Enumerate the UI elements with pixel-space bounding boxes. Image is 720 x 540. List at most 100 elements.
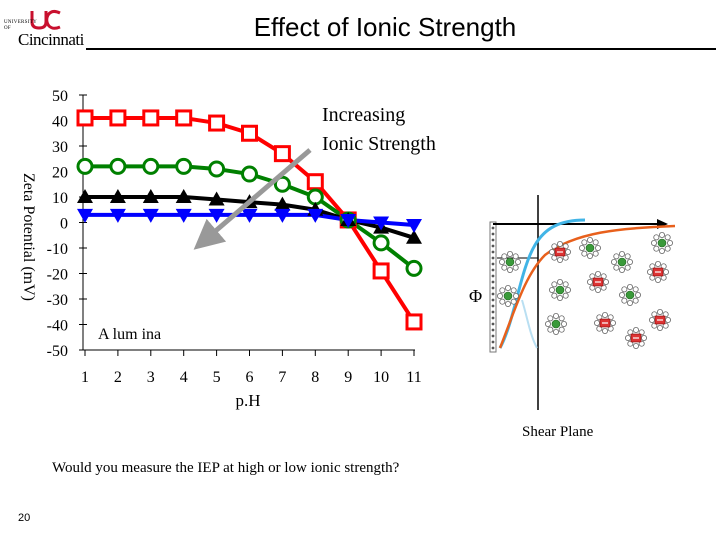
y-tick-label: -10 [47, 241, 68, 258]
counter-ion-icon [651, 231, 674, 254]
data-point-square [109, 109, 127, 127]
potential-curve-orange [498, 224, 676, 349]
data-point-circle [405, 259, 423, 277]
negative-ion-icon [647, 260, 670, 283]
x-tick-label: 5 [213, 369, 221, 386]
counter-ion-icon [549, 278, 572, 301]
ionic-strength-arrow [193, 148, 312, 250]
data-point-circle [241, 165, 258, 183]
uc-emblem-icon [30, 9, 61, 30]
surface-charge-dot [491, 274, 495, 278]
x-tick-label: 11 [406, 369, 421, 386]
y-tick-label: 40 [52, 114, 68, 131]
potential-symbol: Φ [469, 286, 482, 306]
shear-plane-label: Shear Plane [522, 424, 594, 440]
y-tick-label: 0 [60, 216, 68, 233]
y-tick-label: -50 [47, 343, 68, 360]
university-logo: UNIVERSITY OF Cincinnati [4, 8, 86, 50]
surface-charge-dot [491, 256, 495, 260]
logo-university-text: UNIVERSITY OF [4, 20, 37, 31]
surface-charge-dot [491, 286, 495, 290]
data-point-square [76, 109, 94, 127]
data-point-square [208, 114, 226, 132]
negative-ion-icon [549, 240, 572, 263]
negative-ion-icon [649, 308, 672, 331]
data-point-triangle-down [241, 208, 258, 223]
data-point-triangle-up [406, 229, 422, 244]
counter-ion-icon [619, 283, 642, 306]
surface-charge-dot [491, 310, 495, 314]
data-point-circle [372, 234, 390, 252]
data-point-triangle-down [340, 213, 357, 228]
x-tick-label: 3 [147, 369, 155, 386]
y-tick-label: -40 [47, 318, 68, 335]
counter-ion-icon [611, 250, 634, 273]
x-tick-label: 10 [373, 369, 389, 386]
surface-charge-dot [491, 292, 495, 296]
negative-ion-icon [625, 326, 648, 349]
data-point-circle [273, 175, 291, 193]
logo-name-text: Cincinnati [18, 30, 84, 49]
data-point-triangle-down [274, 208, 291, 223]
surface-charge-dot [491, 244, 495, 248]
data-point-square [241, 124, 258, 142]
x-tick-label: 6 [246, 369, 254, 386]
surface-charge-dot [491, 334, 495, 338]
y-tick-label: 30 [52, 139, 68, 156]
surface-charge-dot [491, 316, 495, 320]
arrow-label-line2: Ionic Strength [322, 133, 436, 155]
iep-question: Would you measure the IEP at high or low… [52, 460, 400, 476]
counter-ion-icon [496, 284, 520, 307]
surface-charge-dot [491, 226, 495, 230]
data-point-triangle-down [208, 208, 225, 223]
surface-charge-dot [491, 280, 495, 284]
data-point-triangle-down [109, 208, 126, 223]
data-point-circle [109, 157, 127, 175]
arrow-label-line1: Increasing [322, 104, 405, 126]
page-title: Effect of Ionic Strength [253, 12, 517, 42]
negative-ion-icon [587, 270, 610, 293]
page-number: 20 [18, 512, 31, 524]
x-tick-label: 7 [278, 369, 286, 386]
surface-charge-dot [491, 322, 495, 326]
y-tick-label: 10 [52, 190, 68, 207]
data-point-circle [175, 157, 193, 175]
surface-charge-dot [491, 268, 495, 272]
data-point-triangle-up [142, 189, 159, 203]
data-point-triangle-down [307, 208, 324, 223]
surface-charge-dot [491, 304, 495, 308]
plot-area: 50 40 30 20 10 0 -10 -20 -30 -40 -50 1 2 3 4 5 6 7 8 9 10 11 [47, 88, 423, 386]
counter-ion-icon [498, 250, 522, 273]
x-tick-label: 4 [180, 369, 188, 386]
y-tick-label: -20 [47, 267, 68, 284]
surface-charge-dot [491, 328, 495, 332]
surface-charge-dot [491, 298, 495, 302]
data-point-square [142, 109, 160, 127]
potential-curve-blue-faint [521, 299, 538, 349]
data-point-square [306, 173, 324, 191]
data-point-square [175, 109, 193, 127]
data-point-triangle-up [208, 191, 225, 206]
surface-charge-dot [491, 340, 495, 344]
y-tick-label: 50 [52, 88, 68, 105]
data-point-triangle-up [109, 189, 126, 203]
data-point-triangle-down [373, 216, 390, 231]
data-point-triangle-down [142, 208, 159, 223]
data-point-triangle-down [77, 208, 93, 223]
surface-charge-dot [491, 232, 495, 236]
data-point-triangle-up [77, 189, 93, 203]
surface-charge-dot [491, 262, 495, 266]
counter-ion-icon [545, 312, 568, 335]
x-tick-label: 2 [114, 369, 122, 386]
x-tick-label: 9 [344, 369, 352, 386]
surface-charge-dot [491, 238, 495, 242]
material-label: A lum ina [98, 326, 161, 343]
data-point-triangle-up [274, 196, 291, 211]
negative-ion-icon [594, 311, 617, 334]
y-tick-label: 20 [52, 165, 68, 182]
data-point-circle [142, 157, 160, 175]
surface-charge-dot [491, 250, 495, 254]
surface-charge-dot [491, 346, 495, 350]
x-tick-label: 8 [311, 369, 319, 386]
